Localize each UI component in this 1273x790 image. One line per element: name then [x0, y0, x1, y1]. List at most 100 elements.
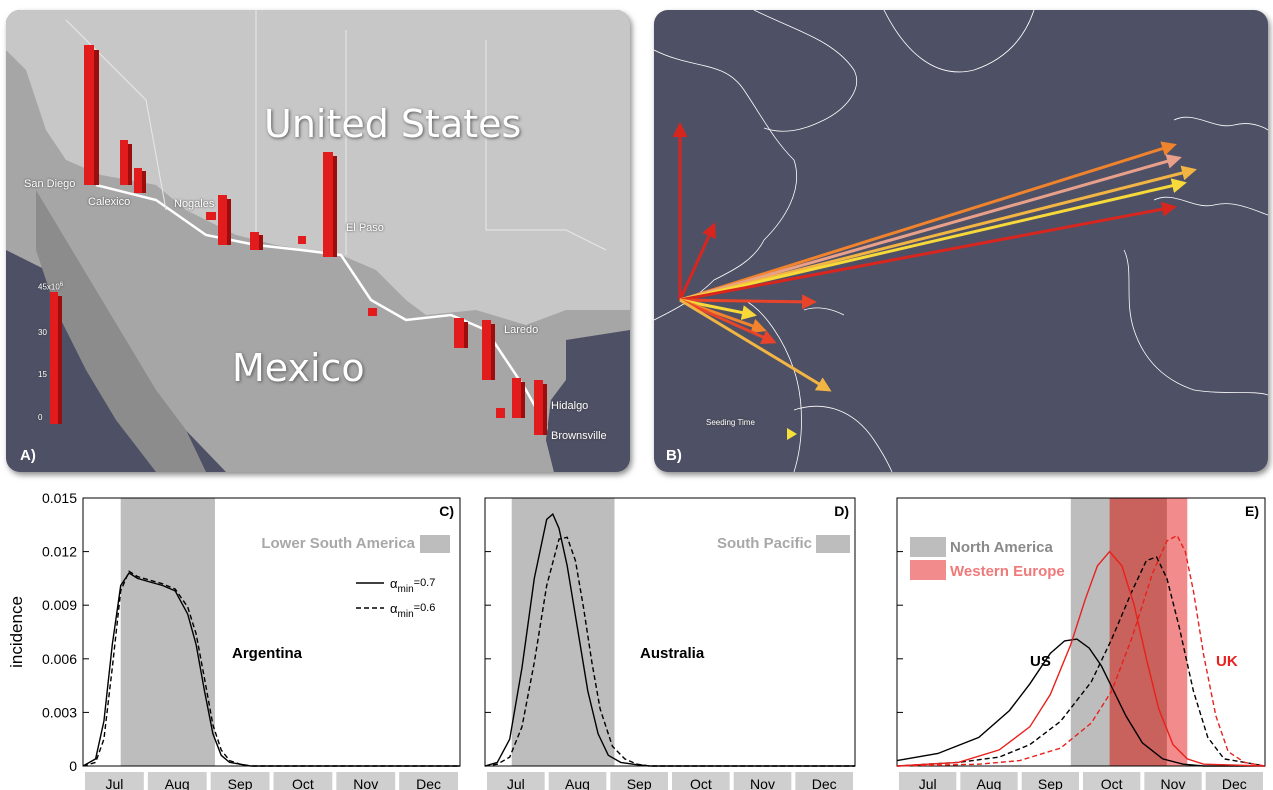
bar: [218, 195, 227, 245]
greenland-coast: [883, 10, 1035, 73]
country-label-mexico: Mexico: [232, 346, 365, 390]
month-box: [610, 772, 668, 790]
scale-label-15: 15: [38, 370, 47, 379]
coastlines: [654, 10, 1268, 472]
series-line: [896, 534, 1266, 767]
month-box: [85, 772, 144, 790]
y-axis-label: incidence: [7, 596, 26, 668]
region-legend-label: Lower South America: [261, 535, 415, 552]
x-tick-label: Aug: [165, 776, 190, 790]
region-legend-swatch: [420, 535, 450, 553]
x-tick-label: Oct: [690, 776, 712, 790]
chart-c-svg: 0.015 0.012 0.009 0.006 0.003 0 Jul Aug Sep Oct No…: [7, 490, 461, 790]
x-tick-label: Sep: [228, 776, 253, 790]
bar: [496, 408, 505, 418]
y-tick-label: 0.003: [42, 704, 77, 720]
month-box: [1083, 772, 1141, 790]
legend-label-solid: αmin=0.7: [390, 576, 435, 595]
month-box: [147, 772, 207, 790]
bar: [534, 380, 543, 435]
bar: [84, 45, 94, 185]
panel-tag: E): [1245, 503, 1259, 519]
legend-value: =0.7: [414, 577, 436, 589]
month-box: [399, 772, 458, 790]
legend-label-dashed: αmin=0.6: [390, 601, 435, 620]
x-tick-label: Aug: [977, 776, 1002, 790]
city-label-hidalgo: Hidalgo: [551, 400, 589, 412]
y-tick-label: 0.009: [42, 597, 77, 613]
month-box: [336, 772, 396, 790]
south-america-coast: [793, 406, 893, 472]
legend-subscript: min: [398, 609, 414, 620]
x-tick-label: Jul: [919, 776, 937, 790]
x-tick-label: Dec: [812, 776, 837, 790]
scale-label-0: 0: [38, 413, 43, 422]
map-panel-a: United States Mexico San Diego Calexico …: [6, 10, 630, 472]
chart-c: 0.015 0.012 0.009 0.006 0.003 0 Jul Aug Sep Oct No…: [0, 480, 470, 790]
x-tick-label: Nov: [1161, 776, 1186, 790]
city-label-brownsville: Brownsville: [551, 430, 607, 442]
x-tick-label: Jul: [507, 776, 525, 790]
bar: [323, 152, 333, 257]
bar: [250, 232, 259, 250]
seeding-arrows: [672, 122, 1197, 392]
chart-e-svg: Jul Aug Sep Oct Nov Dec E) North America Western…: [896, 497, 1266, 790]
bar: [134, 168, 142, 193]
x-tick-label: Aug: [565, 776, 590, 790]
city-label-san-diego: San Diego: [24, 178, 76, 190]
shaded-region: [120, 498, 215, 766]
panel-tag: C): [439, 503, 454, 519]
series-line: [896, 556, 1266, 767]
legend-subscript: min: [398, 584, 414, 595]
city-label-laredo: Laredo: [504, 324, 539, 336]
y-tick-label: 0.015: [42, 490, 77, 506]
month-box: [487, 772, 545, 790]
canada-coast: [753, 10, 857, 132]
bar: [543, 384, 547, 435]
series-line: [896, 638, 1265, 767]
region-legend-swatch: [910, 537, 946, 557]
iberia-coast: [1153, 196, 1268, 216]
x-tick-label: Jul: [105, 776, 123, 790]
y-tick-label: 0.012: [42, 544, 77, 560]
country-annotation: Australia: [640, 645, 705, 662]
series-line: [896, 550, 1266, 767]
scale-top-label: 45x106: [38, 282, 63, 292]
bar: [128, 144, 132, 185]
month-box: [548, 772, 607, 790]
x-tick-label: Nov: [353, 776, 378, 790]
bar: [259, 235, 263, 250]
month-box: [899, 772, 957, 790]
y-tick-label: 0.006: [42, 651, 77, 667]
shaded-region: [1070, 498, 1110, 766]
caribbean-coast: [803, 307, 845, 316]
shaded-region: [511, 498, 615, 766]
arrow-europe-1: [679, 141, 1177, 302]
arrow-central-3: [679, 298, 777, 344]
scale-label-30: 30: [38, 328, 47, 337]
crossing-bars: [84, 45, 547, 435]
region-legend-label: Western Europe: [950, 563, 1065, 580]
bar: [464, 322, 468, 348]
y-tick-label: 0: [69, 758, 77, 774]
chart-d: Jul Aug Sep Oct Nov Dec D) South Pacific Austral…: [470, 480, 870, 790]
x-tick-label: Nov: [750, 776, 775, 790]
region-legend-label: South Pacific: [717, 535, 812, 552]
bar: [512, 378, 521, 418]
city-label-calexico: Calexico: [88, 196, 131, 208]
map-panel-b: Seeding Time B): [654, 10, 1268, 472]
arrow-europe-2: [679, 154, 1182, 302]
scale-top-exponent: 6: [59, 282, 64, 288]
region-legend-swatch: [910, 560, 946, 580]
series-line: [82, 570, 460, 767]
month-box: [960, 772, 1018, 790]
scale-bar-side: [58, 296, 62, 424]
north-america-coast: [654, 49, 798, 321]
x-tick-label: Dec: [1222, 776, 1247, 790]
month-box: [795, 772, 853, 790]
chart-d-svg: Jul Aug Sep Oct Nov Dec D) South Pacific Austral…: [484, 497, 856, 790]
panel-tag-a: A): [20, 447, 36, 464]
arrow-central-1: [679, 298, 757, 320]
region-legend-label: North America: [950, 539, 1053, 556]
bar: [368, 308, 377, 316]
